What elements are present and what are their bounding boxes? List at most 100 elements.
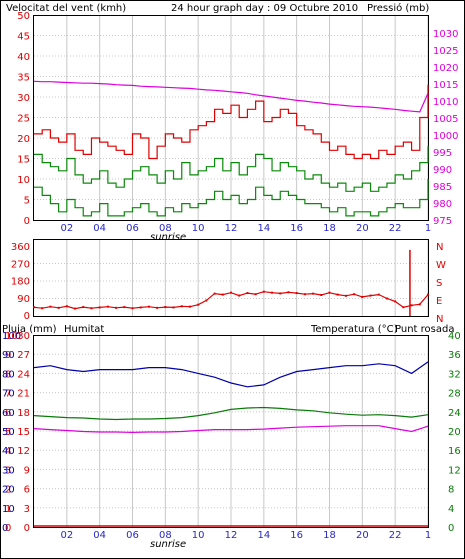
direction-panel-marks — [33, 249, 429, 316]
hum-ytick-3: 70 — [2, 389, 15, 400]
pressure-axis-label: Pressió (mb) — [367, 2, 429, 14]
climate-series-humidity — [33, 361, 429, 388]
rain-ytick-3: 7 — [5, 389, 11, 400]
pressure-ytick-4: 1010 — [433, 97, 458, 108]
chart-title: 24 hour graph day : 09 Octubre 2010 — [171, 3, 358, 14]
wind-ytick-10: 0 — [24, 216, 30, 227]
pressure-ytick-9: 985 — [433, 182, 452, 193]
dir-ytick-1: 270 — [11, 259, 30, 270]
wind-ytick-3: 35 — [17, 73, 30, 84]
wind-xtick-0: 02 — [60, 223, 73, 234]
temp-ytick-10: 0 — [448, 523, 454, 534]
wind-ytick-4: 30 — [17, 93, 30, 104]
pressure-ytick-2: 1020 — [433, 63, 458, 74]
direction-point-42 — [377, 293, 380, 296]
direction-point-10 — [115, 306, 118, 309]
rain-ytick-8: 2 — [5, 485, 11, 496]
wind-panel-grid — [34, 15, 429, 220]
wind-ytick-5: 25 — [17, 114, 30, 125]
compass-4: N — [436, 314, 443, 325]
temp-ytick-0: 40 — [448, 331, 461, 342]
wind-xtick-6: 14 — [257, 223, 270, 234]
clim-xtick-5: 12 — [225, 530, 238, 541]
climate-panel-axes: 1098765432101009080706050403020100302724… — [2, 331, 461, 541]
direction-point-40 — [361, 295, 364, 298]
pressure-ytick-3: 1015 — [433, 80, 458, 91]
temp-ytick-2: 32 — [448, 369, 461, 380]
sunrise-label-bottom: sunrise — [150, 539, 186, 550]
wind-xtick-5: 12 — [225, 223, 238, 234]
clim-xtick-3: 08 — [159, 530, 172, 541]
hum-ytick-8: 20 — [2, 485, 15, 496]
clim-xtick-9: 20 — [356, 530, 369, 541]
compass-0: N — [436, 242, 443, 253]
clim-xtick-0: 02 — [60, 530, 73, 541]
wind-xtick-3: 08 — [159, 223, 172, 234]
dir-ytick-0: 360 — [11, 242, 30, 253]
hum-ytick-2: 80 — [2, 369, 15, 380]
direction-point-3 — [57, 306, 60, 309]
pressure-ytick-10: 980 — [433, 199, 452, 210]
clim-xtick-7: 16 — [290, 530, 303, 541]
compass-1: W — [436, 260, 446, 271]
compass-3: E — [436, 296, 442, 307]
templeft-ytick-0: 30 — [17, 331, 30, 342]
dewpoint-legend: Punt rosada — [395, 324, 454, 335]
wind-series-avg — [34, 146, 429, 192]
pressure-ytick-7: 995 — [433, 148, 452, 159]
pressure-ytick-1: 1025 — [433, 46, 458, 57]
temp-ytick-9: 4 — [448, 504, 454, 515]
pressure-ytick-0: 1030 — [433, 29, 458, 40]
temperature-legend: Temperatura (°C) — [310, 324, 398, 335]
wind-ytick-8: 10 — [17, 175, 30, 186]
rain-ytick-2: 8 — [5, 369, 11, 380]
direction-point-30 — [279, 292, 282, 295]
direction-point-14 — [147, 305, 150, 308]
wind-series-speed — [34, 179, 429, 217]
direction-point-38 — [344, 294, 347, 297]
templeft-ytick-7: 9 — [24, 465, 30, 476]
rain-ytick-7: 3 — [5, 465, 11, 476]
temp-ytick-3: 28 — [448, 389, 461, 400]
templeft-ytick-6: 12 — [17, 446, 30, 457]
clim-xtick-1: 04 — [93, 530, 106, 541]
direction-point-46 — [410, 304, 413, 307]
direction-point-19 — [188, 305, 191, 308]
wind-series-pressure — [33, 80, 429, 113]
direction-point-28 — [262, 290, 265, 293]
templeft-ytick-10: 0 — [24, 523, 30, 534]
pressure-ytick-5: 1005 — [433, 114, 458, 125]
wind-axis-label: Velocitat del vent (kmh) — [6, 3, 126, 14]
humidity-legend: Humitat — [64, 324, 104, 335]
direction-point-26 — [246, 292, 249, 295]
rain-ytick-6: 4 — [5, 446, 11, 457]
hum-ytick-7: 30 — [2, 465, 15, 476]
rain-legend: Pluja (mm) — [2, 324, 57, 335]
wind-xtick-7: 16 — [290, 223, 303, 234]
direction-point-0 — [33, 306, 35, 309]
direction-point-32 — [295, 292, 298, 295]
rain-ytick-10: 0 — [5, 523, 11, 534]
wind-series-gust — [34, 84, 429, 160]
climate-series-dewpoint — [33, 425, 429, 434]
direction-point-13 — [139, 306, 142, 309]
hum-ytick-0: 100 — [2, 331, 21, 342]
hum-ytick-9: 10 — [2, 504, 15, 515]
wind-xtick-4: 10 — [192, 223, 205, 234]
wind-ytick-9: 5 — [24, 196, 30, 207]
clim-xtick-4: 10 — [192, 530, 205, 541]
temp-ytick-6: 16 — [448, 446, 461, 457]
direction-point-27 — [254, 293, 257, 296]
wind-xtick-8: 18 — [323, 223, 336, 234]
templeft-ytick-1: 27 — [17, 350, 30, 361]
rain-ytick-1: 9 — [5, 350, 11, 361]
direction-panel-frame — [33, 239, 429, 317]
dir-ytick-4: 0 — [24, 311, 30, 322]
wind-ytick-1: 45 — [17, 32, 30, 43]
clim-xtick-11: 1 — [425, 530, 431, 541]
direction-point-22 — [213, 292, 216, 295]
clim-xtick-10: 22 — [389, 530, 402, 541]
templeft-ytick-8: 6 — [24, 485, 30, 496]
temp-ytick-5: 20 — [448, 427, 461, 438]
